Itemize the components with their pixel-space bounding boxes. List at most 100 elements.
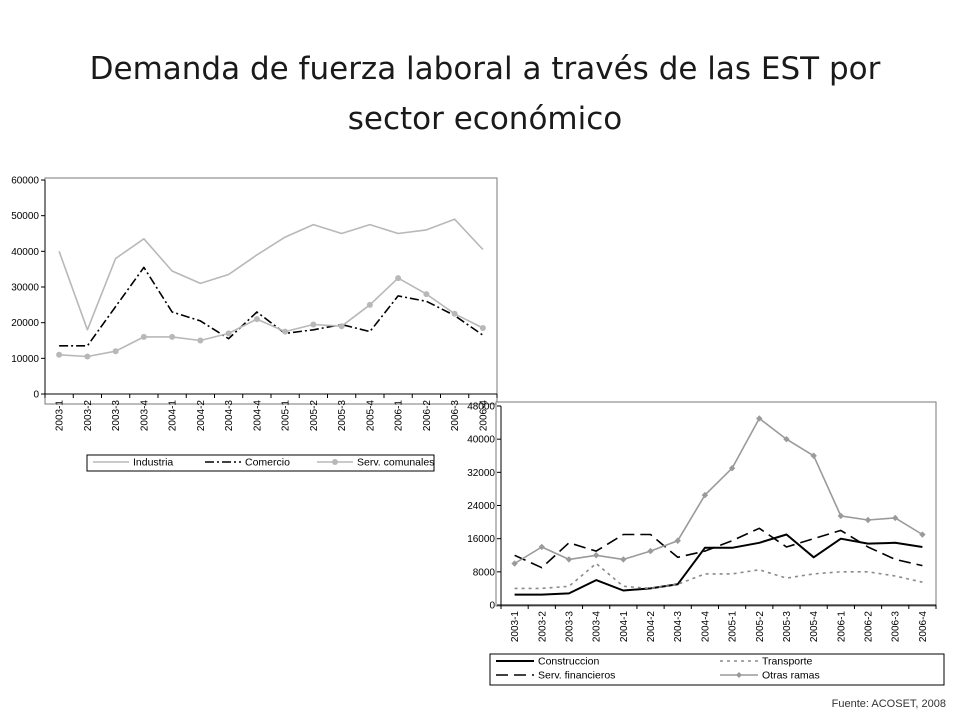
series-line-2	[59, 277, 484, 358]
data-point	[783, 435, 790, 443]
x-tick-label: 2006-1	[394, 400, 405, 432]
legend-marker	[736, 672, 742, 678]
data-point	[140, 333, 147, 340]
data-point	[647, 547, 654, 555]
y-tick-label: 40000	[11, 247, 39, 258]
data-point	[56, 351, 63, 358]
chart-frame	[44, 177, 498, 405]
legend-label: Construccion	[538, 656, 599, 668]
x-tick-label: 2003-2	[83, 400, 94, 432]
data-point	[511, 560, 518, 567]
x-tick-label: 2004-4	[700, 611, 711, 643]
data-point	[479, 325, 486, 332]
source-note: Fuente: ACOSET, 2008	[831, 698, 946, 710]
data-point	[451, 310, 458, 317]
x-tick-label: 2003-1	[55, 400, 66, 432]
x-tick-label: 2004-3	[224, 400, 235, 432]
series-line-3	[514, 417, 923, 565]
y-tick-label: 40000	[467, 435, 495, 446]
x-tick-label: 2005-4	[809, 611, 820, 643]
data-point	[169, 333, 176, 340]
series-line-0	[58, 218, 484, 331]
legend-label: Transporte	[762, 656, 813, 668]
slide-title: Demanda de fuerza laboral a través de la…	[89, 51, 881, 137]
data-point	[423, 291, 430, 298]
data-point	[837, 512, 845, 520]
data-point	[565, 556, 573, 563]
series-line-1	[514, 562, 923, 590]
x-tick-label: 2006-1	[836, 611, 847, 643]
y-tick-label: 8000	[473, 567, 496, 578]
legend-label: Comercio	[245, 457, 290, 469]
legend-label: Serv. financieros	[538, 670, 615, 682]
series-line-0	[514, 533, 923, 596]
data-point	[282, 328, 289, 335]
x-tick-label: 2003-3	[111, 400, 122, 432]
legend-label: Otras ramas	[762, 670, 820, 682]
x-tick-label: 2004-2	[196, 400, 207, 432]
x-tick-label: 2004-1	[168, 400, 179, 432]
y-tick-label: 32000	[467, 468, 495, 479]
x-tick-label: 2003-4	[592, 611, 603, 643]
y-tick-label: 50000	[11, 211, 39, 222]
legend-box	[489, 653, 945, 686]
y-tick-label: 20000	[11, 318, 39, 329]
data-point	[756, 415, 763, 422]
chart-frame	[495, 401, 937, 607]
x-tick-label: 2006-4	[478, 400, 489, 432]
legend-box	[86, 454, 435, 472]
data-point	[919, 531, 926, 538]
x-tick-label: 2005-1	[728, 611, 739, 643]
data-point	[395, 275, 402, 282]
data-point	[620, 556, 627, 563]
data-point	[112, 348, 119, 355]
data-point	[592, 552, 600, 559]
x-tick-label: 2003-4	[139, 400, 150, 432]
x-tick-label: 2004-3	[673, 611, 684, 643]
legend-label: Industria	[133, 457, 173, 469]
y-tick-label: 0	[489, 601, 495, 612]
chart-sector-2: 0 8000 16000 24000 32000 40000 48000 2003-1 2003…	[467, 401, 945, 686]
data-point	[864, 516, 872, 524]
x-tick-label: 2005-3	[782, 611, 793, 643]
data-point	[538, 543, 545, 551]
x-tick-label: 2003-2	[537, 611, 548, 643]
data-point	[338, 323, 345, 330]
y-tick-label: 10000	[11, 354, 39, 365]
x-tick-label: 2003-3	[564, 611, 575, 643]
x-tick-label: 2004-4	[252, 400, 263, 432]
y-tick-label: 48000	[467, 402, 495, 413]
legend-marker	[332, 459, 338, 465]
x-tick-label: 2006-2	[864, 611, 875, 643]
data-point	[84, 353, 91, 360]
x-tick-label: 2003-1	[510, 611, 521, 643]
x-tick-label: 2005-2	[309, 400, 320, 432]
x-tick-label: 2006-2	[422, 400, 433, 432]
y-tick-label: 0	[33, 390, 39, 401]
data-point	[366, 301, 373, 308]
x-tick-label: 2006-3	[450, 400, 461, 432]
x-tick-label: 2006-3	[891, 611, 902, 643]
data-point	[701, 491, 709, 499]
y-tick-label: 16000	[467, 534, 495, 545]
y-tick-label: 30000	[11, 283, 39, 294]
data-point	[253, 316, 260, 323]
x-tick-label: 2004-2	[646, 611, 657, 643]
data-point	[892, 514, 899, 522]
x-tick-label: 2005-2	[755, 611, 766, 643]
x-tick-label: 2005-1	[281, 400, 292, 432]
series-line-1	[59, 266, 484, 347]
data-point	[310, 321, 317, 328]
data-point	[225, 330, 232, 337]
data-point	[728, 464, 736, 472]
y-tick-label: 24000	[467, 501, 495, 512]
x-tick-label: 2005-4	[365, 400, 376, 432]
legend-label: Serv. comunales	[357, 457, 434, 469]
data-point	[674, 537, 681, 544]
y-tick-label: 60000	[11, 176, 39, 187]
x-tick-label: 2005-3	[337, 400, 348, 432]
x-tick-label: 2004-1	[619, 611, 630, 643]
series-line-2	[514, 527, 923, 569]
data-point	[810, 452, 817, 459]
x-tick-label: 2006-4	[918, 611, 929, 643]
